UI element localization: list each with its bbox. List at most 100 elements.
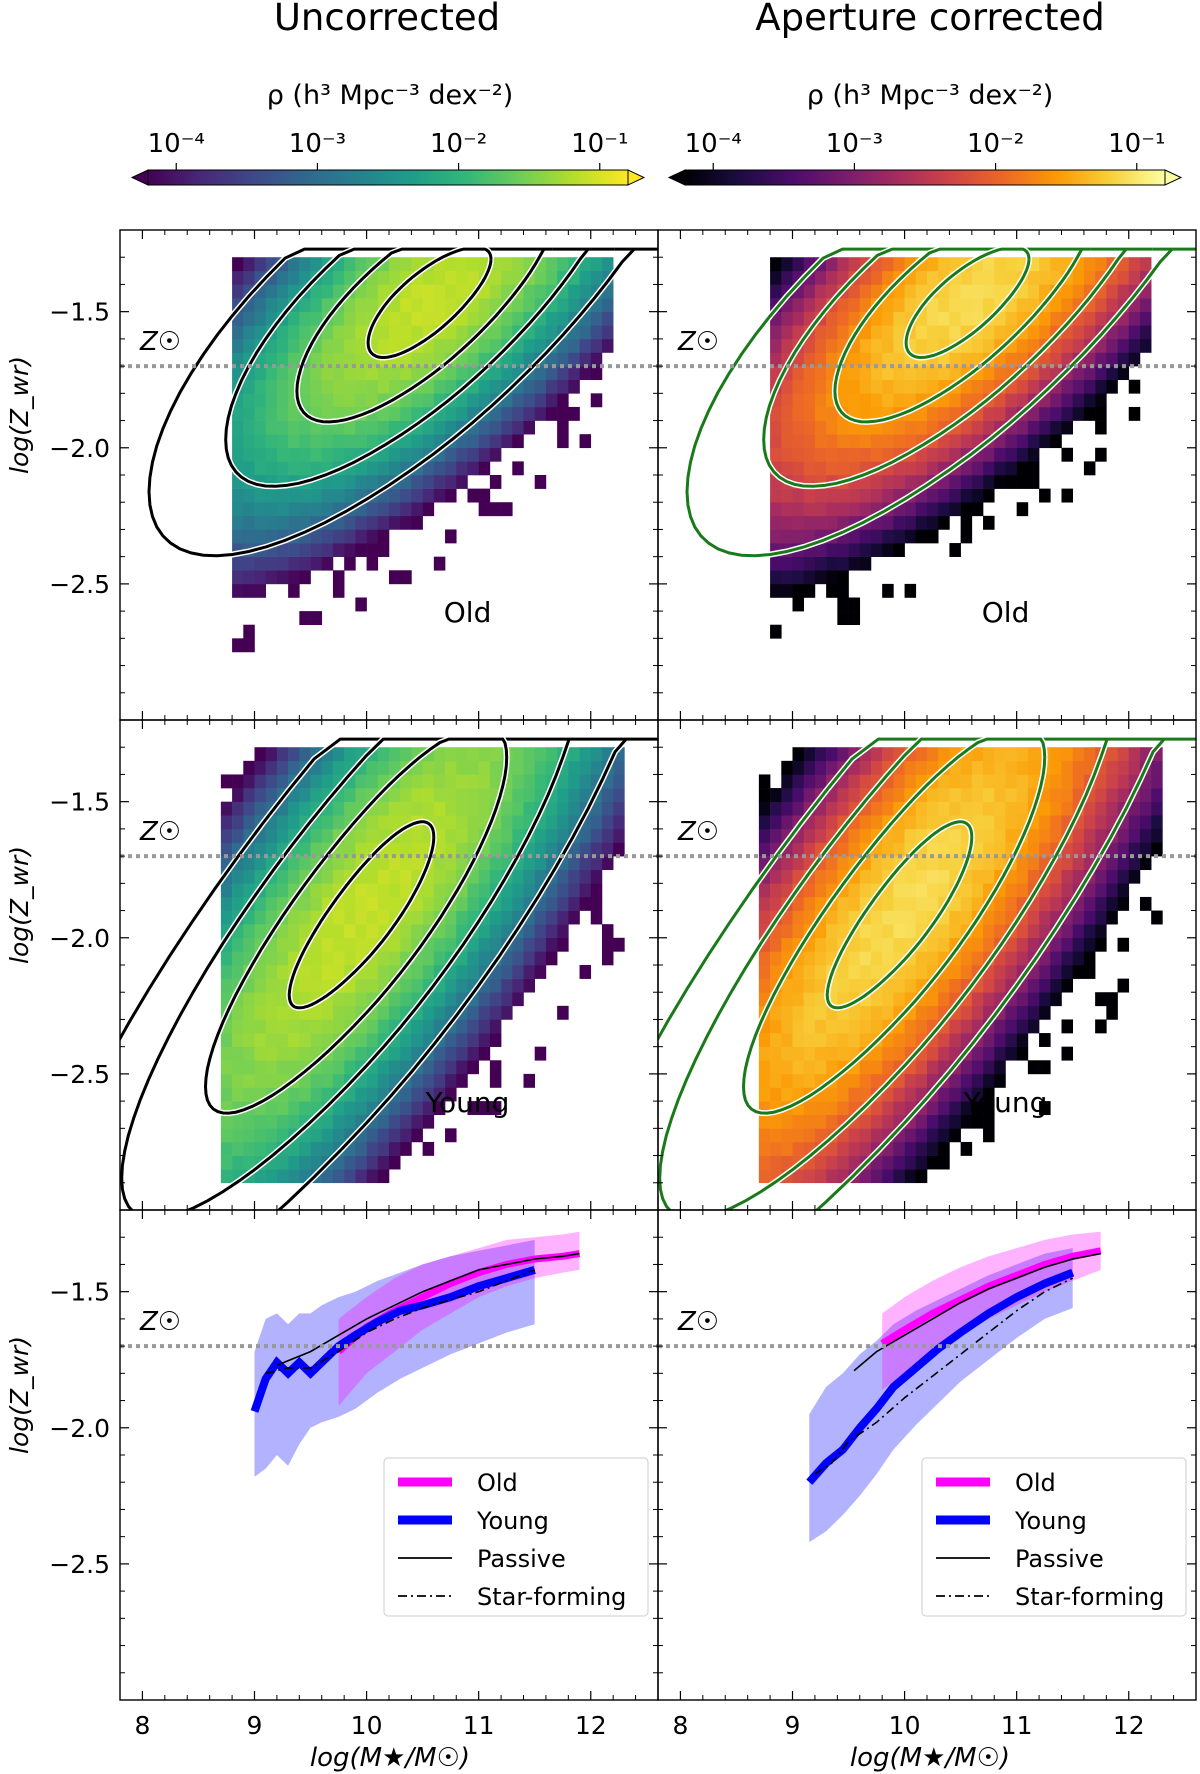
heatmap-cell [557, 298, 569, 312]
heatmap-cell [904, 1155, 917, 1170]
heatmap-cell [355, 937, 367, 952]
heatmap-cell [904, 896, 917, 911]
heatmap-cell [938, 284, 950, 299]
heatmap-cell [243, 352, 255, 367]
heatmap-cell [523, 257, 536, 272]
heatmap-cell [1083, 366, 1096, 381]
heatmap-cell [870, 924, 883, 939]
heatmap-cell [310, 1073, 323, 1088]
heatmap-cell [1128, 270, 1141, 285]
heatmap-cell [310, 393, 323, 408]
heatmap-cell [377, 774, 390, 789]
heatmap-cell [1050, 788, 1062, 802]
heatmap-cell [344, 311, 356, 326]
heatmap-cell [232, 1073, 244, 1088]
heatmap-cell [1027, 1060, 1040, 1075]
heatmap-cell [389, 447, 401, 462]
heatmap-cell [1072, 856, 1085, 871]
heatmap-cell [1151, 842, 1163, 857]
heatmap-cell [1027, 325, 1040, 340]
heatmap-cell [803, 883, 816, 898]
panel-content [250, 1231, 581, 1477]
heatmap-cell [411, 1114, 423, 1129]
heatmap-cell [523, 379, 536, 394]
heatmap-cell [613, 801, 625, 816]
heatmap-cell [579, 760, 592, 775]
heatmap-cell [1128, 815, 1141, 830]
heatmap-cell [601, 815, 614, 830]
heatmap-cell [288, 842, 300, 857]
heatmap-cell [276, 502, 289, 517]
heatmap-cell [814, 1033, 827, 1047]
heatmap-cell [938, 434, 950, 449]
heatmap-cell [276, 1128, 289, 1143]
heatmap-cell [377, 1005, 390, 1020]
heatmap-cell [422, 992, 435, 1007]
heatmap-cell [501, 828, 513, 843]
heatmap-cell [1095, 937, 1107, 952]
heatmap-cell [501, 842, 513, 857]
heatmap-cell [994, 1060, 1006, 1075]
heatmap-cell [1005, 788, 1017, 802]
heatmap-cell [321, 924, 334, 939]
heatmap-cell [904, 420, 917, 435]
heatmap-cell [254, 556, 267, 571]
heatmap-cell [781, 951, 793, 966]
heatmap-cell [332, 1073, 345, 1088]
heatmap-cell [915, 801, 928, 816]
heatmap-cell [1016, 1033, 1029, 1047]
heatmap-cell [904, 1033, 917, 1047]
heatmap-cell [411, 1087, 423, 1102]
heatmap-cell [859, 937, 872, 952]
heatmap-cell [983, 447, 995, 462]
heatmap-cell [837, 1128, 849, 1143]
heatmap-cell [243, 951, 255, 966]
heatmap-cell [579, 856, 592, 871]
heatmap-cells [770, 257, 1152, 639]
heatmap-cell [366, 1005, 379, 1020]
heatmap-cell [758, 1101, 771, 1116]
heatmap-cell [848, 502, 861, 517]
heatmap-cell [265, 1155, 278, 1170]
heatmap-cell [927, 951, 939, 966]
heatmap-cell [433, 284, 446, 299]
heatmap-cell [445, 937, 457, 952]
heatmap-cell [232, 434, 244, 449]
heatmap-cell [422, 1087, 435, 1102]
heatmap-cell [848, 1019, 861, 1034]
heatmap-cell [288, 788, 300, 802]
heatmap-cell [1083, 461, 1096, 476]
heatmap-cell [960, 1033, 973, 1047]
heatmap-cell [859, 896, 872, 911]
heatmap-cell [814, 951, 827, 966]
heatmap-cell [803, 1141, 816, 1156]
heatmap-cell [1027, 475, 1040, 489]
heatmap-cell [938, 788, 950, 802]
heatmap-cell [1106, 801, 1118, 816]
heatmap-cell [758, 1060, 771, 1075]
heatmap-cell [949, 298, 961, 312]
heatmap-cell [904, 747, 917, 762]
heatmap-cell [344, 801, 356, 816]
heatmap-cell [232, 543, 244, 557]
heatmap-cell [265, 910, 278, 925]
heatmap-cell [276, 529, 289, 544]
heatmap-cell [882, 937, 894, 952]
heatmap-cell [590, 270, 603, 285]
heatmap-cell [557, 420, 569, 435]
heatmap-cell [994, 1046, 1006, 1061]
heatmap-cell [904, 1073, 917, 1088]
heatmap-cell [904, 352, 917, 367]
heatmap-cell [310, 951, 323, 966]
heatmap-cell [232, 406, 244, 421]
heatmap-cell [792, 1019, 805, 1034]
heatmap-cell [893, 815, 905, 830]
heatmap-cell [882, 801, 894, 816]
heatmap-cell [893, 1087, 905, 1102]
heatmap-cell [276, 1101, 289, 1116]
heatmap-cell [433, 924, 446, 939]
heatmap-cell [1072, 937, 1085, 952]
heatmap-cell [288, 379, 300, 394]
heatmap-cell [770, 325, 782, 340]
heatmap-cell [837, 965, 849, 979]
